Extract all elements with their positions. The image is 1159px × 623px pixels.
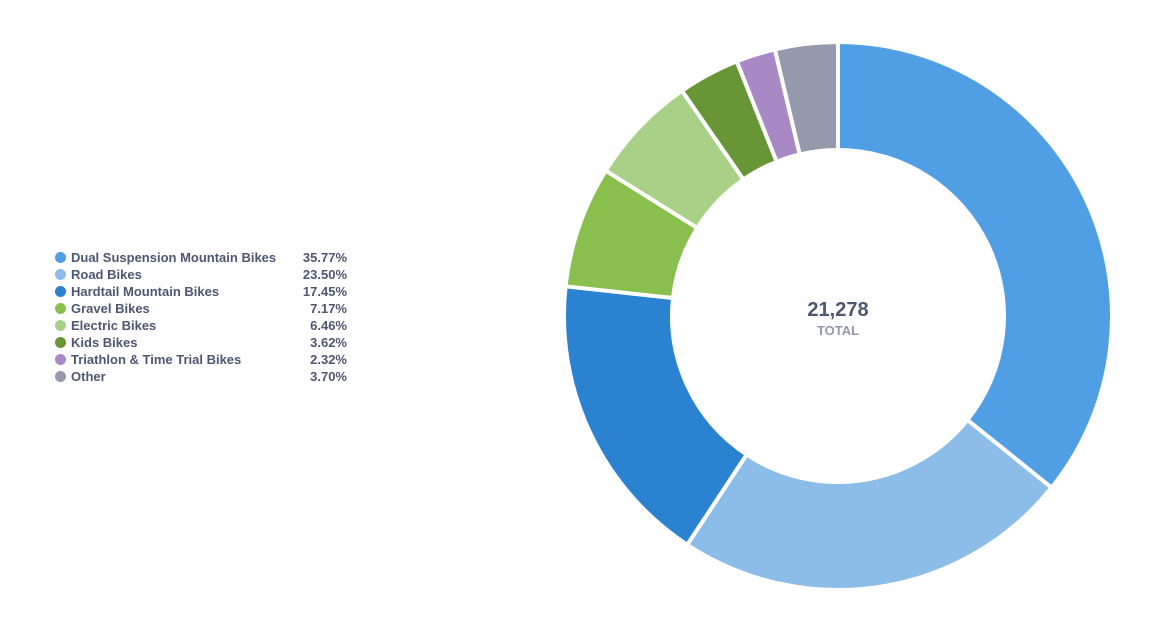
legend-percentage: 3.62%: [310, 335, 347, 350]
legend-label: Other: [71, 369, 106, 384]
legend-label: Gravel Bikes: [71, 301, 150, 316]
legend-percentage: 2.32%: [310, 352, 347, 367]
legend-dot: [55, 354, 66, 365]
donut-slice[interactable]: [685, 417, 1054, 592]
legend-dot: [55, 371, 66, 382]
legend-dot: [55, 252, 66, 263]
donut-slice[interactable]: [562, 284, 749, 547]
legend-percentage: 35.77%: [302, 250, 347, 265]
legend-dot: [55, 337, 66, 348]
legend-item[interactable]: Other 3.70%: [55, 368, 347, 385]
legend-dot: [55, 320, 66, 331]
donut-slice[interactable]: [772, 40, 840, 157]
donut-slice[interactable]: [836, 40, 1114, 490]
total-value: 21,278: [807, 299, 868, 321]
legend-percentage: 23.50%: [302, 267, 347, 282]
legend-item[interactable]: Hardtail Mountain Bikes 17.45%: [55, 283, 347, 300]
legend-label: Electric Bikes: [71, 318, 157, 333]
legend-percentage: 6.46%: [310, 318, 347, 333]
legend-item[interactable]: Dual Suspension Mountain Bikes 35.77%: [55, 249, 347, 266]
legend-label: Hardtail Mountain Bikes: [71, 284, 220, 299]
legend-item[interactable]: Kids Bikes 3.62%: [55, 334, 347, 351]
legend-percentage: 3.70%: [310, 369, 347, 384]
legend-dot: [55, 303, 66, 314]
legend-item[interactable]: Electric Bikes 6.46%: [55, 317, 347, 334]
legend-label: Road Bikes: [71, 267, 142, 282]
legend-label: Dual Suspension Mountain Bikes: [71, 250, 277, 265]
legend-item[interactable]: Triathlon & Time Trial Bikes 2.32%: [55, 351, 347, 368]
chart-legend: Dual Suspension Mountain Bikes 35.77% Road…: [55, 249, 347, 385]
legend-percentage: 17.45%: [302, 284, 347, 299]
legend-label: Triathlon & Time Trial Bikes: [71, 352, 242, 367]
donut-slices: [562, 40, 1114, 592]
legend-dot: [55, 286, 66, 297]
total-label: TOTAL: [817, 323, 859, 338]
legend-label: Kids Bikes: [71, 335, 138, 350]
legend-percentage: 7.17%: [310, 301, 347, 316]
legend-item[interactable]: Road Bikes 23.50%: [55, 266, 347, 283]
legend-dot: [55, 269, 66, 280]
legend-item[interactable]: Gravel Bikes 7.17%: [55, 300, 347, 317]
